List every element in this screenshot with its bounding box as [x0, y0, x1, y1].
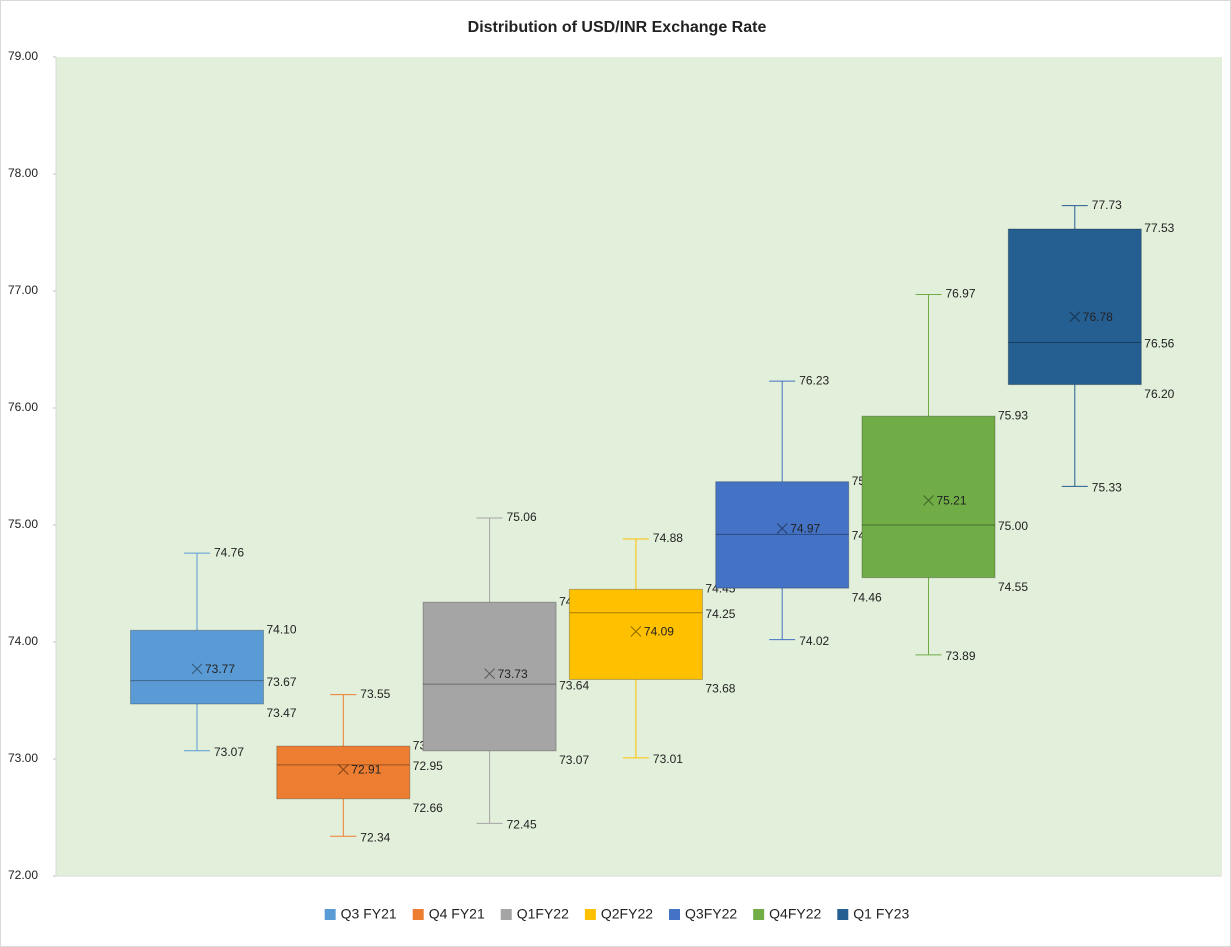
legend-label: Q3 FY21 [341, 906, 397, 922]
legend-swatch [412, 909, 424, 920]
data-label: 76.23 [799, 373, 829, 387]
mean-marker [776, 523, 788, 534]
legend-swatch [753, 909, 765, 920]
data-label: 77.53 [1144, 221, 1174, 235]
box [715, 481, 850, 589]
box [1007, 228, 1142, 386]
data-label: 73.01 [653, 752, 683, 766]
mean-marker [1069, 311, 1081, 323]
box [130, 629, 264, 705]
data-label: 72.34 [360, 830, 390, 844]
data-label: 75.06 [507, 510, 537, 524]
y-tick-label: 78.00 [8, 166, 38, 180]
legend-swatch [669, 909, 681, 920]
data-label: 76.97 [946, 287, 976, 301]
mean-marker [923, 495, 934, 506]
data-label: 73.67 [267, 675, 297, 689]
legend-swatch [324, 909, 336, 920]
data-label: 76.20 [1144, 387, 1174, 401]
data-label: 73.07 [214, 745, 244, 759]
data-label: 72.91 [351, 763, 381, 777]
data-label: 73.68 [705, 682, 735, 696]
data-label: 74.46 [852, 590, 882, 604]
legend-label: Q1FY22 [517, 906, 569, 922]
data-label: 75.93 [998, 408, 1028, 422]
data-label: 74.76 [214, 545, 244, 559]
data-label: 74.55 [998, 580, 1028, 594]
legend-label: Q1 FY23 [853, 906, 909, 922]
plot-area [56, 57, 1222, 876]
y-tick-label: 77.00 [8, 283, 38, 297]
data-label: 75.00 [998, 519, 1028, 533]
data-label: 73.64 [559, 678, 589, 692]
data-label: 73.73 [498, 667, 528, 681]
data-label: 73.89 [946, 649, 976, 663]
y-tick-label: 73.00 [8, 751, 38, 765]
data-label: 75.21 [937, 494, 967, 508]
legend-swatch [584, 909, 596, 920]
y-tick-label: 75.00 [8, 517, 38, 531]
chart-title: Distribution of USD/INR Exchange Rate [468, 19, 767, 36]
y-tick-label: 76.00 [8, 400, 38, 414]
legend-label: Q4FY22 [769, 906, 821, 922]
data-label: 74.10 [267, 622, 297, 636]
data-label: 76.56 [1144, 337, 1174, 351]
mean-marker [191, 663, 203, 675]
data-label: 74.02 [799, 634, 829, 648]
data-label: 73.07 [559, 753, 589, 767]
data-label: 76.78 [1083, 310, 1113, 324]
legend-swatch [500, 909, 512, 920]
box [422, 601, 557, 752]
data-label: 74.88 [653, 531, 683, 545]
box [568, 588, 703, 680]
data-label: 72.95 [413, 759, 443, 773]
legend-swatch [837, 909, 849, 920]
data-label: 77.73 [1092, 198, 1122, 212]
data-label: 73.77 [205, 662, 235, 676]
y-tick-label: 74.00 [8, 634, 38, 648]
data-label: 75.33 [1092, 481, 1122, 495]
y-tick-label: 72.00 [8, 868, 38, 882]
legend-label: Q3FY22 [685, 906, 737, 922]
data-label: 74.25 [705, 607, 735, 621]
data-label: 73.55 [360, 687, 390, 701]
data-label: 72.66 [413, 801, 443, 815]
box [861, 415, 996, 579]
mean-marker [484, 668, 495, 679]
data-label: 74.97 [790, 522, 820, 536]
box [276, 745, 411, 800]
mean-marker [630, 626, 642, 637]
y-tick-label: 79.00 [8, 49, 38, 63]
data-label: 73.47 [267, 706, 297, 720]
legend-label: Q4 FY21 [429, 906, 485, 922]
mean-marker [337, 764, 349, 775]
data-label: 74.09 [644, 625, 674, 639]
legend-label: Q2FY22 [601, 906, 653, 922]
data-label: 72.45 [507, 818, 537, 832]
